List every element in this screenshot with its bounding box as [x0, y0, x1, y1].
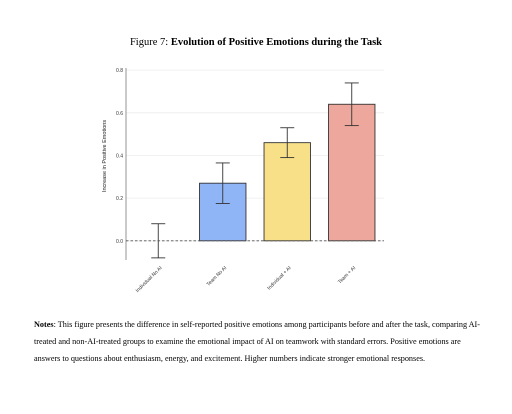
- figure-label: Figure 7:: [129, 37, 169, 48]
- y-tick-label: 0.4: [116, 153, 123, 159]
- notes-label: Notes: [34, 320, 54, 329]
- y-tick-label: 0.2: [116, 196, 123, 202]
- x-tick-label: Team No AI: [206, 265, 229, 288]
- y-tick-label: 0.0: [116, 239, 123, 245]
- x-tick-label: Team + AI: [337, 265, 357, 285]
- y-tick-label: 0.8: [116, 68, 123, 74]
- bar: [328, 103, 376, 242]
- y-axis-label: Increase in Positive Emotions: [102, 120, 108, 192]
- bar: [263, 142, 311, 242]
- y-tick-label: 0.6: [116, 111, 123, 117]
- figure-title: Figure 7: Evolution of Positive Emotions…: [0, 37, 512, 48]
- figure-title-text: Evolution of Positive Emotions during th…: [170, 37, 383, 48]
- notes-text: : This figure presents the difference in…: [34, 320, 481, 363]
- x-tick-label: Individual No AI: [135, 265, 164, 294]
- notes-paragraph: Notes: This figure presents the differen…: [34, 316, 482, 367]
- x-tick-label: Individual + AI: [266, 265, 292, 291]
- bar-chart: 0.0 0.2 0.4 0.6 0.8 Increase in Positive Emot…: [102, 68, 384, 294]
